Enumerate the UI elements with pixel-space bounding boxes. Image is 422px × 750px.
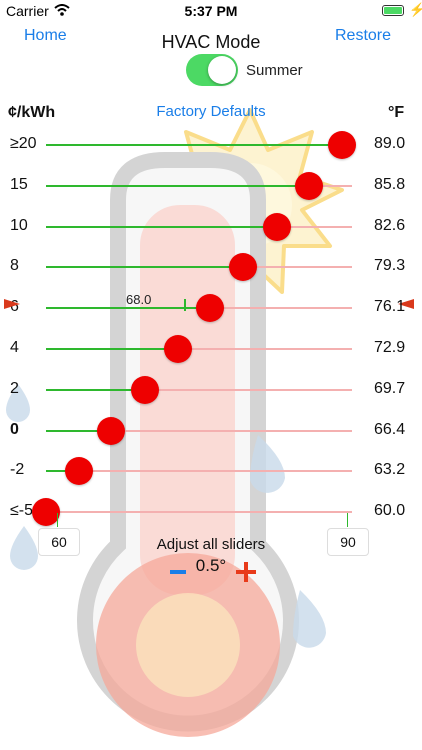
slider-track-fill bbox=[46, 144, 342, 146]
price-label: 10 bbox=[10, 216, 28, 234]
mode-toggle-label: Summer bbox=[246, 62, 303, 79]
max-tick-mark bbox=[347, 513, 348, 527]
slider-thumb[interactable] bbox=[32, 498, 60, 527]
current-row-left-pointer-icon bbox=[4, 299, 20, 310]
slider-thumb[interactable] bbox=[262, 212, 291, 241]
slider-track-fill bbox=[46, 388, 145, 391]
current-row-right-pointer-icon bbox=[398, 299, 414, 310]
factory-defaults-button[interactable]: Factory Defaults bbox=[156, 103, 266, 120]
temp-value: 82.6 bbox=[374, 216, 406, 234]
slider-track-fill bbox=[46, 348, 178, 350]
temp-value: 63.2 bbox=[374, 461, 406, 479]
current-temp-label: 68.0 bbox=[126, 292, 152, 308]
slider-thumb[interactable] bbox=[163, 335, 192, 363]
max-temp-box[interactable]: 90 bbox=[327, 528, 369, 556]
charging-bolt-icon: ⚡ bbox=[409, 2, 422, 17]
slider-track-fill bbox=[46, 184, 310, 187]
status-time: 5:37 PM bbox=[184, 3, 238, 19]
price-unit-header: ¢/kWh bbox=[8, 104, 56, 121]
slider-track[interactable] bbox=[46, 429, 352, 432]
slider-track-fill bbox=[46, 429, 112, 432]
slider-track-fill bbox=[46, 470, 79, 473]
slider-track-fill bbox=[46, 307, 211, 310]
temp-value: 76.1 bbox=[374, 298, 406, 316]
slider-track[interactable] bbox=[46, 348, 352, 350]
slider-thumb[interactable] bbox=[64, 457, 93, 486]
slider-thumb[interactable] bbox=[97, 416, 126, 445]
slider-track-fill bbox=[46, 266, 243, 269]
slider-thumb[interactable] bbox=[130, 375, 159, 404]
price-label: 2 bbox=[10, 379, 19, 397]
price-label: -2 bbox=[10, 461, 25, 479]
minus-icon[interactable] bbox=[170, 570, 186, 574]
adjust-all-label: Adjust all sliders bbox=[156, 536, 266, 553]
price-label: 0 bbox=[10, 420, 19, 438]
temp-unit-header: °F bbox=[388, 104, 405, 121]
price-label: ≤-5 bbox=[10, 502, 34, 520]
price-label: 15 bbox=[10, 175, 28, 193]
page-title: HVAC Mode bbox=[161, 32, 261, 52]
toggle-knob bbox=[208, 56, 236, 84]
battery-icon bbox=[382, 5, 404, 16]
summer-mode-toggle[interactable] bbox=[186, 54, 238, 86]
slider-thumb[interactable] bbox=[295, 171, 324, 200]
wifi-icon bbox=[54, 4, 70, 16]
thermometer-icon bbox=[77, 152, 299, 737]
plus-icon[interactable] bbox=[236, 562, 256, 582]
home-button[interactable]: Home bbox=[24, 27, 67, 44]
adjust-step-value: 0.5° bbox=[195, 556, 227, 575]
temp-value: 85.8 bbox=[374, 175, 406, 193]
temp-value: 66.4 bbox=[374, 420, 406, 438]
status-bar: Carrier 5:37 PM ⚡ bbox=[0, 0, 422, 22]
temp-value: 79.3 bbox=[374, 257, 406, 275]
temp-value: 72.9 bbox=[374, 339, 406, 356]
slider-track[interactable] bbox=[46, 388, 352, 391]
temp-value: 60.0 bbox=[374, 502, 406, 520]
price-label: 4 bbox=[10, 339, 19, 356]
carrier-label: Carrier bbox=[6, 3, 49, 19]
min-tick-mark bbox=[57, 513, 58, 527]
temp-value: 69.7 bbox=[374, 379, 406, 397]
price-label: ≥20 bbox=[10, 135, 37, 152]
min-temp-box[interactable]: 60 bbox=[38, 528, 80, 556]
current-temp-tick bbox=[183, 299, 186, 312]
slider-thumb[interactable] bbox=[327, 131, 356, 159]
slider-thumb[interactable] bbox=[196, 294, 225, 323]
slider-track[interactable] bbox=[46, 470, 352, 473]
slider-thumb[interactable] bbox=[228, 253, 257, 282]
slider-track[interactable] bbox=[46, 511, 352, 514]
temp-value: 89.0 bbox=[374, 135, 406, 152]
slider-track-fill bbox=[46, 225, 277, 228]
price-label: 8 bbox=[10, 257, 19, 275]
restore-button[interactable]: Restore bbox=[335, 27, 392, 44]
water-droplet-icon bbox=[6, 384, 326, 648]
